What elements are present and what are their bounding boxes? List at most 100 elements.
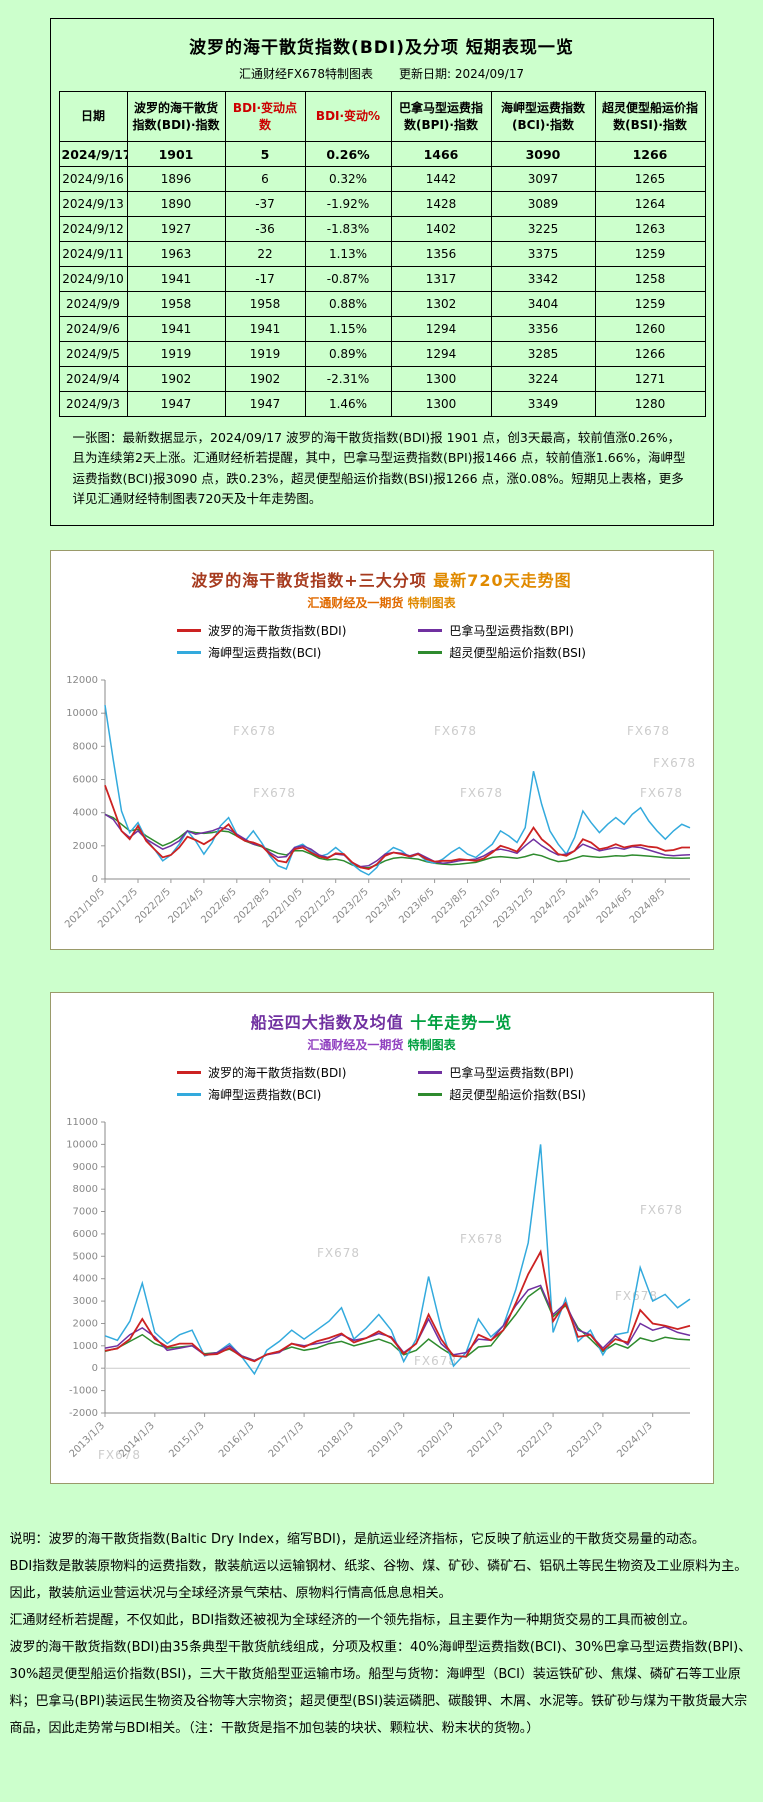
watermark: FX678 [253,786,296,800]
table-cell: 3342 [490,266,596,292]
table-cell: 3349 [490,391,596,417]
legend-item: 海岬型运费指数(BCI) [177,644,321,661]
table-cell: 6 [224,166,306,192]
table-cell: 3225 [490,216,596,242]
legend-item: 波罗的海干散货指数(BDI) [177,1064,346,1081]
legend-swatch [418,1093,443,1096]
chart-10y-section: 船运四大指数及均值 十年走势一览 汇通财经及一期货 特制图表 波罗的海干散货指数… [49,992,714,1484]
column-header: 超灵便型船运价指数(BSI)·指数 [594,91,706,142]
table-cell: 1947 [224,391,306,417]
table-cell: 2024/9/12 [58,216,128,242]
table-cell: -1.92% [304,191,392,217]
watermark: FX678 [233,724,276,738]
x-tick-label: 2022/1/3 [515,1420,555,1460]
table-cell: 1300 [390,366,492,392]
series-line [104,1144,690,1376]
table-cell: 1317 [390,266,492,292]
x-tick-label: 2019/1/3 [366,1420,406,1460]
legend-swatch [418,1071,443,1074]
table-cell: 22 [224,241,306,267]
table-cell: 1.15% [304,316,392,342]
y-tick-label: 2000 [72,1319,97,1330]
watermark: FX678 [640,1203,683,1217]
chart-10y-legend: 波罗的海干散货指数(BDI) 巴拿马型运费指数(BPI) 海岬型运费指数(BCI) 超… [51,1060,713,1113]
table-cell: 1.46% [304,391,392,417]
table-cell: 1294 [390,316,492,342]
watermark: FX678 [627,724,670,738]
table-cell: 1941 [126,266,226,292]
table-cell: 3090 [490,141,596,167]
column-header: 波罗的海干散货指数(BDI)·指数 [126,91,226,142]
watermark: FX678 [317,1246,360,1260]
report-subtitle: 汇通财经FX678特制图表 更新日期: 2024/09/17 [59,65,705,91]
summary-note: 一张图：最新数据显示，2024/09/17 波罗的海干散货指数(BDI)报 19… [72,430,686,506]
table-cell: 1901 [126,141,226,167]
table-cell: 5 [224,141,306,167]
page-title: 波罗的海干散货指数(BDI)及分项 短期表现一览 [189,38,574,58]
table-cell: 1958 [224,291,306,317]
table-cell: -0.87% [304,266,392,292]
series-line [103,704,690,876]
table-cell: 1260 [594,316,706,342]
table-row: 2024/9/13 1890 -37 -1.92% 1428 3089 1264 [58,191,706,217]
y-tick-label: 2000 [72,841,97,852]
column-header: BDI·变动% [304,91,392,142]
table-cell: 1263 [594,216,706,242]
table-row: 2024/9/17 1901 5 0.26% 1466 3090 1266 [58,141,706,167]
y-tick-label: 11000 [66,1117,98,1128]
table-row: 2024/9/9 1958 1958 0.88% 1302 3404 1259 [58,291,706,317]
y-tick-label: 1000 [72,1341,97,1352]
trend-chart-720d: FX678 FX678 FX678 FX678 FX678 FX678 FX678 0 2000… [63,675,695,930]
y-tick-label: 5000 [72,1251,97,1262]
table-cell: 1958 [126,291,226,317]
table-row: 2024/9/11 1963 22 1.13% 1356 3375 1259 [58,241,706,267]
legend-item: 巴拿马型运费指数(BPI) [418,1064,574,1081]
table-cell: 3285 [490,341,596,367]
legend-swatch [177,629,202,632]
legend-label: 海岬型运费指数(BCI) [208,1088,322,1102]
table-cell: 1902 [224,366,306,392]
x-tick-label: 2020/1/3 [416,1420,456,1460]
table-cell: 1259 [594,241,706,267]
legend-swatch [418,651,443,654]
series-line [104,813,690,869]
table-cell: 1442 [390,166,492,192]
table-cell: 2024/9/9 [58,291,128,317]
footer-paragraph: BDI指数是散装原物料的运费指数，散装航运以运输钢材、纸浆、谷物、煤、矿砂、磷矿… [9,1559,748,1575]
x-tick-label: 2024/1/3 [615,1420,655,1460]
x-tick-label: 2024/8/5 [627,886,667,926]
chart-720d-subtitle: 汇通财经及一期货 特制图表 [51,594,713,618]
legend-item: 超灵便型船运价指数(BSI) [418,1086,586,1103]
legend-label: 超灵便型船运价指数(BSI) [449,646,586,660]
footer-paragraph: 汇通财经析若提醒，不仅如此，BDI指数还被视为全球经济的一个领先指标，且主要作为… [9,1613,696,1629]
table-cell: 1302 [390,291,492,317]
table-row: 2024/9/4 1902 1902 -2.31% 1300 3224 1271 [58,366,706,392]
table-cell: 2024/9/13 [58,191,128,217]
table-cell: 0.88% [304,291,392,317]
watermark: FX678 [434,724,477,738]
chart-title-part: 最新720天走势图 [433,571,572,590]
table-cell: 1.13% [304,241,392,267]
column-header: BDI·变动点数 [224,91,306,142]
table-cell: -1.83% [304,216,392,242]
table-cell: 3356 [490,316,596,342]
explanation-text: 说明：波罗的海干散货指数(Baltic Dry Index，缩写BDI)，是航运… [10,1526,754,1742]
table-row: 2024/9/3 1947 1947 1.46% 1300 3349 1280 [58,391,706,417]
table-cell: 1266 [594,141,706,167]
x-tick-label: 2017/1/3 [266,1420,306,1460]
table-cell: 1941 [126,316,226,342]
chart-10y-subtitle: 汇通财经及一期货 特制图表 [51,1036,713,1060]
table-cell: 1902 [126,366,226,392]
table-cell: 1428 [390,191,492,217]
table-cell: 2024/9/11 [58,241,128,267]
bdi-table: 日期 波罗的海干散货指数(BDI)·指数 BDI·变动点数 BDI·变动% 巴拿马型运费… [58,91,706,417]
legend-label: 巴拿马型运费指数(BPI) [449,624,574,638]
table-header-row: 日期 波罗的海干散货指数(BDI)·指数 BDI·变动点数 BDI·变动% 巴拿马型运费… [58,91,706,142]
y-tick-label: -2000 [68,1408,97,1419]
y-tick-label: 7000 [72,1207,97,1218]
table-cell: 1300 [390,391,492,417]
legend-swatch [177,651,202,654]
column-header: 日期 [58,91,128,142]
table-cell: 1947 [126,391,226,417]
y-tick-label: 10000 [66,708,98,719]
